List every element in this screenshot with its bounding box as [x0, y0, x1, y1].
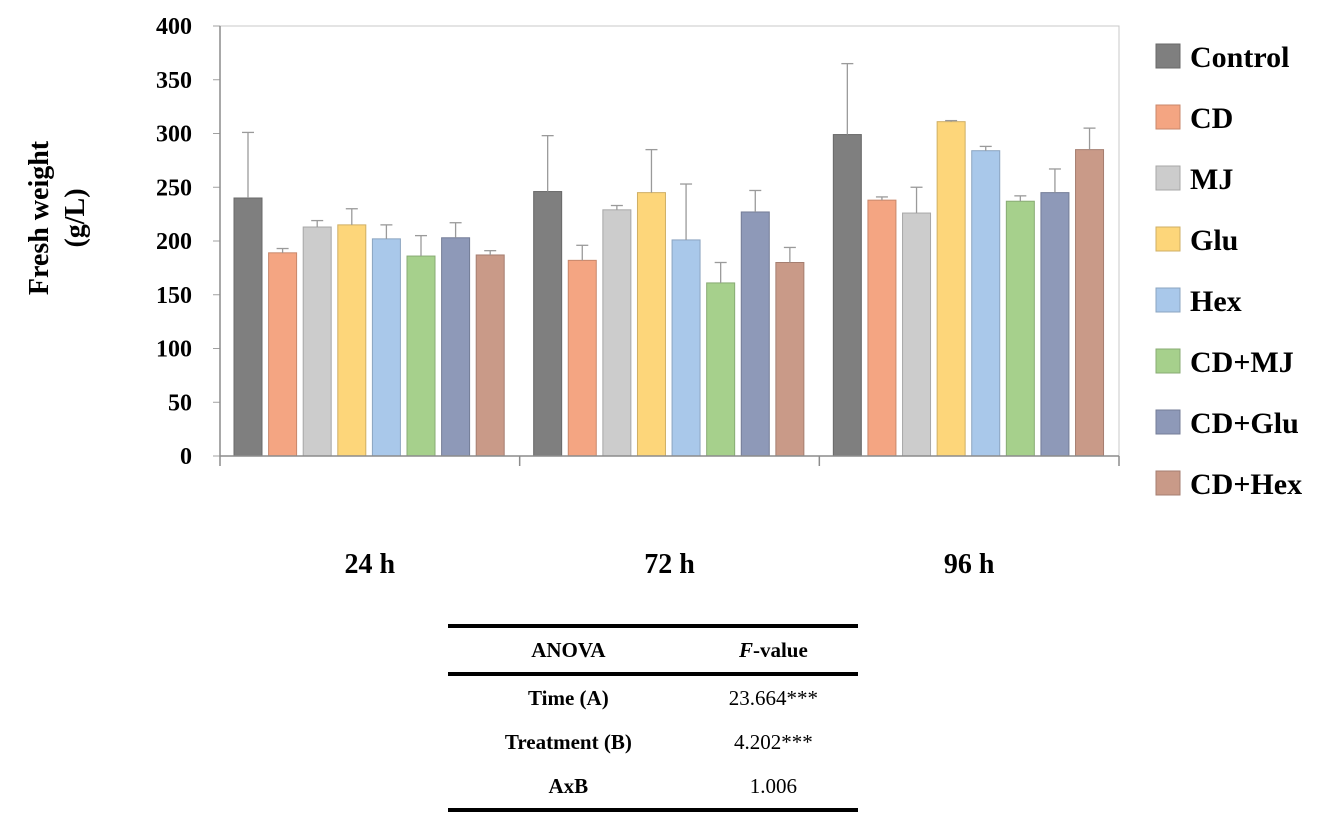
anova-header-fvalue: F-value	[688, 624, 858, 676]
legend-swatch	[1155, 226, 1181, 252]
legend: Control CD MJ Glu Hex CD+MJ CD+Glu CD+Hex	[1155, 41, 1302, 501]
legend-swatch	[1155, 470, 1181, 496]
anova-row-interaction: AxB 1.006	[448, 764, 858, 812]
legend-swatch	[1155, 287, 1181, 313]
bar	[671, 239, 701, 457]
x-axis: 24 h 72 h 96 h	[219, 26, 1120, 580]
y-tick-label: 400	[156, 14, 192, 40]
f-value-suffix: -value	[752, 637, 808, 662]
anova-row-value: 4.202***	[733, 729, 813, 754]
legend-swatch	[1155, 104, 1181, 130]
anova-table: ANOVA F-value Time (A) 23.664*** Treatme…	[448, 624, 858, 812]
legend-label: CD+Hex	[1190, 468, 1302, 501]
bar	[533, 191, 563, 457]
bar-chart: Fresh weight (g/L) 0 50 100 150 200 250 300 350…	[24, 14, 1302, 580]
bar	[740, 211, 770, 457]
legend-label: Control	[1190, 41, 1289, 74]
legend-label: CD+MJ	[1190, 346, 1294, 379]
y-axis-label-line1: Fresh weight	[24, 140, 55, 295]
x-category-label: 96 h	[944, 549, 995, 580]
bar	[475, 254, 505, 457]
y-tick-label: 150	[156, 283, 192, 309]
bar	[832, 134, 862, 457]
bars-layer	[233, 121, 1105, 457]
anova-row-label: AxB	[448, 764, 689, 812]
bar	[302, 226, 332, 457]
bar	[636, 192, 666, 457]
legend-label: Hex	[1190, 285, 1242, 318]
y-tick-label: 250	[156, 175, 192, 201]
legend-label: CD	[1190, 102, 1233, 135]
x-category-label: 72 h	[644, 549, 695, 580]
y-axis: 0 50 100 150 200 250 300 350 400	[156, 14, 220, 470]
y-tick-label: 300	[156, 122, 192, 148]
anova-row-label: Time (A)	[528, 685, 609, 710]
bar	[1005, 200, 1035, 457]
bar	[406, 255, 436, 457]
bar	[971, 150, 1001, 457]
y-tick-label: 350	[156, 68, 192, 94]
bar	[902, 212, 932, 457]
legend-label: Glu	[1190, 224, 1238, 257]
bar	[775, 262, 805, 457]
y-tick-label: 200	[156, 229, 192, 255]
bar	[337, 224, 367, 457]
bar	[567, 259, 597, 457]
y-tick-label: 0	[180, 444, 192, 470]
legend-swatch	[1155, 43, 1181, 69]
bar	[936, 121, 966, 457]
bar	[233, 197, 263, 457]
anova-header-label: ANOVA	[448, 624, 689, 676]
anova-row-value: 1.006	[688, 764, 858, 812]
anova-row-label: Treatment (B)	[504, 729, 632, 754]
f-italic: F	[738, 637, 753, 662]
bar	[268, 252, 298, 457]
y-axis-label-line2: (g/L)	[60, 188, 91, 247]
y-tick-label: 50	[168, 390, 192, 416]
bar	[441, 237, 471, 457]
legend-label: CD+Glu	[1190, 407, 1299, 440]
x-category-label: 24 h	[345, 549, 396, 580]
bar	[867, 199, 897, 457]
anova-header-row: ANOVA F-value	[448, 624, 858, 676]
bar	[602, 209, 632, 457]
legend-swatch	[1155, 165, 1181, 191]
anova-row-value: 23.664***	[728, 685, 818, 710]
anova-row-time: Time (A) 23.664***	[448, 674, 858, 720]
legend-swatch	[1155, 348, 1181, 374]
bar	[1075, 149, 1105, 457]
legend-swatch	[1155, 409, 1181, 435]
bar	[706, 282, 736, 457]
bar	[1040, 192, 1070, 457]
anova-row-treatment: Treatment (B) 4.202***	[448, 720, 858, 764]
error-bars-layer	[242, 62, 1096, 283]
y-tick-label: 100	[156, 337, 192, 363]
legend-label: MJ	[1190, 163, 1233, 196]
bar	[371, 238, 401, 457]
